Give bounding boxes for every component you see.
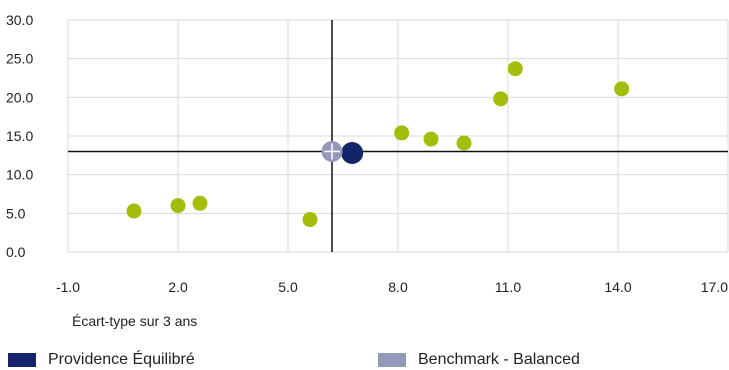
- x-tick-label: 8.0: [388, 279, 408, 295]
- legend-label-benchmark: Benchmark - Balanced: [418, 351, 580, 368]
- peer-data-point: [302, 212, 318, 228]
- legend-label-providence: Providence Équilibré: [48, 351, 195, 368]
- peer-data-point: [394, 125, 410, 141]
- peer-data-point: [126, 203, 142, 219]
- y-tick-label: 20.0: [6, 89, 33, 105]
- scatter-chart: 0.0 5.0 10.0 15.0 20.0 25.0 30.0 -1.0 2.0 5.0 8.0 1…: [6, 12, 729, 295]
- peer-data-point: [493, 91, 509, 107]
- legend-item-benchmark: Benchmark - Balanced: [378, 351, 580, 369]
- legend-swatch-providence: [8, 353, 36, 367]
- y-tick-label: 15.0: [6, 128, 33, 144]
- y-tick-label: 0.0: [6, 244, 26, 260]
- x-tick-label: 11.0: [495, 279, 521, 295]
- legend-item-providence: Providence Équilibré: [8, 351, 195, 369]
- y-tick-label: 10.0: [6, 167, 33, 183]
- x-tick-label: 5.0: [278, 279, 298, 295]
- x-tick-label: 17.0: [701, 279, 728, 295]
- y-tick-label: 5.0: [6, 205, 26, 221]
- x-tick-label: 2.0: [168, 279, 188, 295]
- y-tick-label: 25.0: [6, 51, 33, 67]
- peer-data-point: [192, 195, 208, 211]
- x-tick-label: -1.0: [56, 279, 80, 295]
- x-tick-label: 14.0: [604, 279, 631, 295]
- x-axis-label: Écart-type sur 3 ans: [72, 313, 198, 329]
- peer-data-point: [423, 131, 439, 147]
- providence-data-point: [341, 142, 364, 165]
- peer-data-point: [170, 198, 186, 214]
- peer-data-point: [614, 81, 630, 97]
- y-tick-label: 30.0: [6, 12, 33, 28]
- legend-swatch-benchmark: [378, 353, 406, 367]
- peer-data-point: [456, 135, 472, 151]
- peer-data-point: [507, 61, 523, 77]
